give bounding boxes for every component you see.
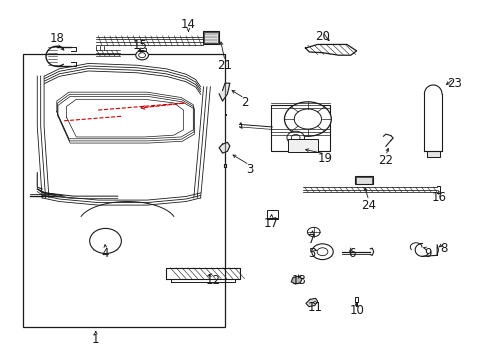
Text: 18: 18	[49, 32, 64, 45]
Polygon shape	[305, 298, 317, 307]
Text: 15: 15	[132, 39, 147, 52]
Ellipse shape	[89, 228, 121, 253]
Text: 22: 22	[378, 154, 393, 167]
Bar	[203, 31, 218, 44]
Text: 20: 20	[314, 30, 329, 43]
Text: 24: 24	[361, 199, 376, 212]
Circle shape	[286, 131, 304, 144]
Polygon shape	[219, 83, 229, 101]
Polygon shape	[224, 164, 226, 167]
Polygon shape	[291, 276, 302, 284]
Text: 13: 13	[291, 274, 306, 287]
Text: 17: 17	[264, 216, 278, 230]
Bar	[266, 210, 277, 218]
Text: 11: 11	[307, 301, 322, 314]
Bar	[354, 176, 372, 184]
Text: 2: 2	[240, 96, 248, 109]
Polygon shape	[224, 114, 225, 116]
Text: 14: 14	[181, 18, 196, 31]
Text: 19: 19	[317, 152, 332, 165]
Text: 12: 12	[205, 274, 220, 287]
Text: 7: 7	[307, 233, 315, 246]
Circle shape	[311, 244, 332, 260]
Text: 9: 9	[423, 247, 431, 260]
Text: 16: 16	[431, 192, 446, 204]
Bar	[271, 105, 329, 151]
Circle shape	[284, 102, 330, 136]
Text: 4: 4	[102, 247, 109, 260]
Text: 3: 3	[245, 163, 253, 176]
Text: 23: 23	[446, 77, 461, 90]
Text: 8: 8	[440, 242, 447, 255]
Polygon shape	[426, 151, 439, 157]
Text: 1: 1	[92, 333, 100, 346]
Circle shape	[294, 109, 321, 129]
Text: 5: 5	[307, 247, 315, 260]
Polygon shape	[219, 142, 229, 153]
Bar	[203, 32, 217, 43]
Text: 10: 10	[348, 305, 364, 318]
Bar	[355, 177, 371, 184]
Circle shape	[136, 50, 148, 60]
Text: 6: 6	[347, 247, 355, 260]
Bar	[288, 139, 317, 152]
Circle shape	[307, 227, 320, 237]
Text: 21: 21	[217, 59, 232, 72]
Bar	[22, 54, 224, 327]
